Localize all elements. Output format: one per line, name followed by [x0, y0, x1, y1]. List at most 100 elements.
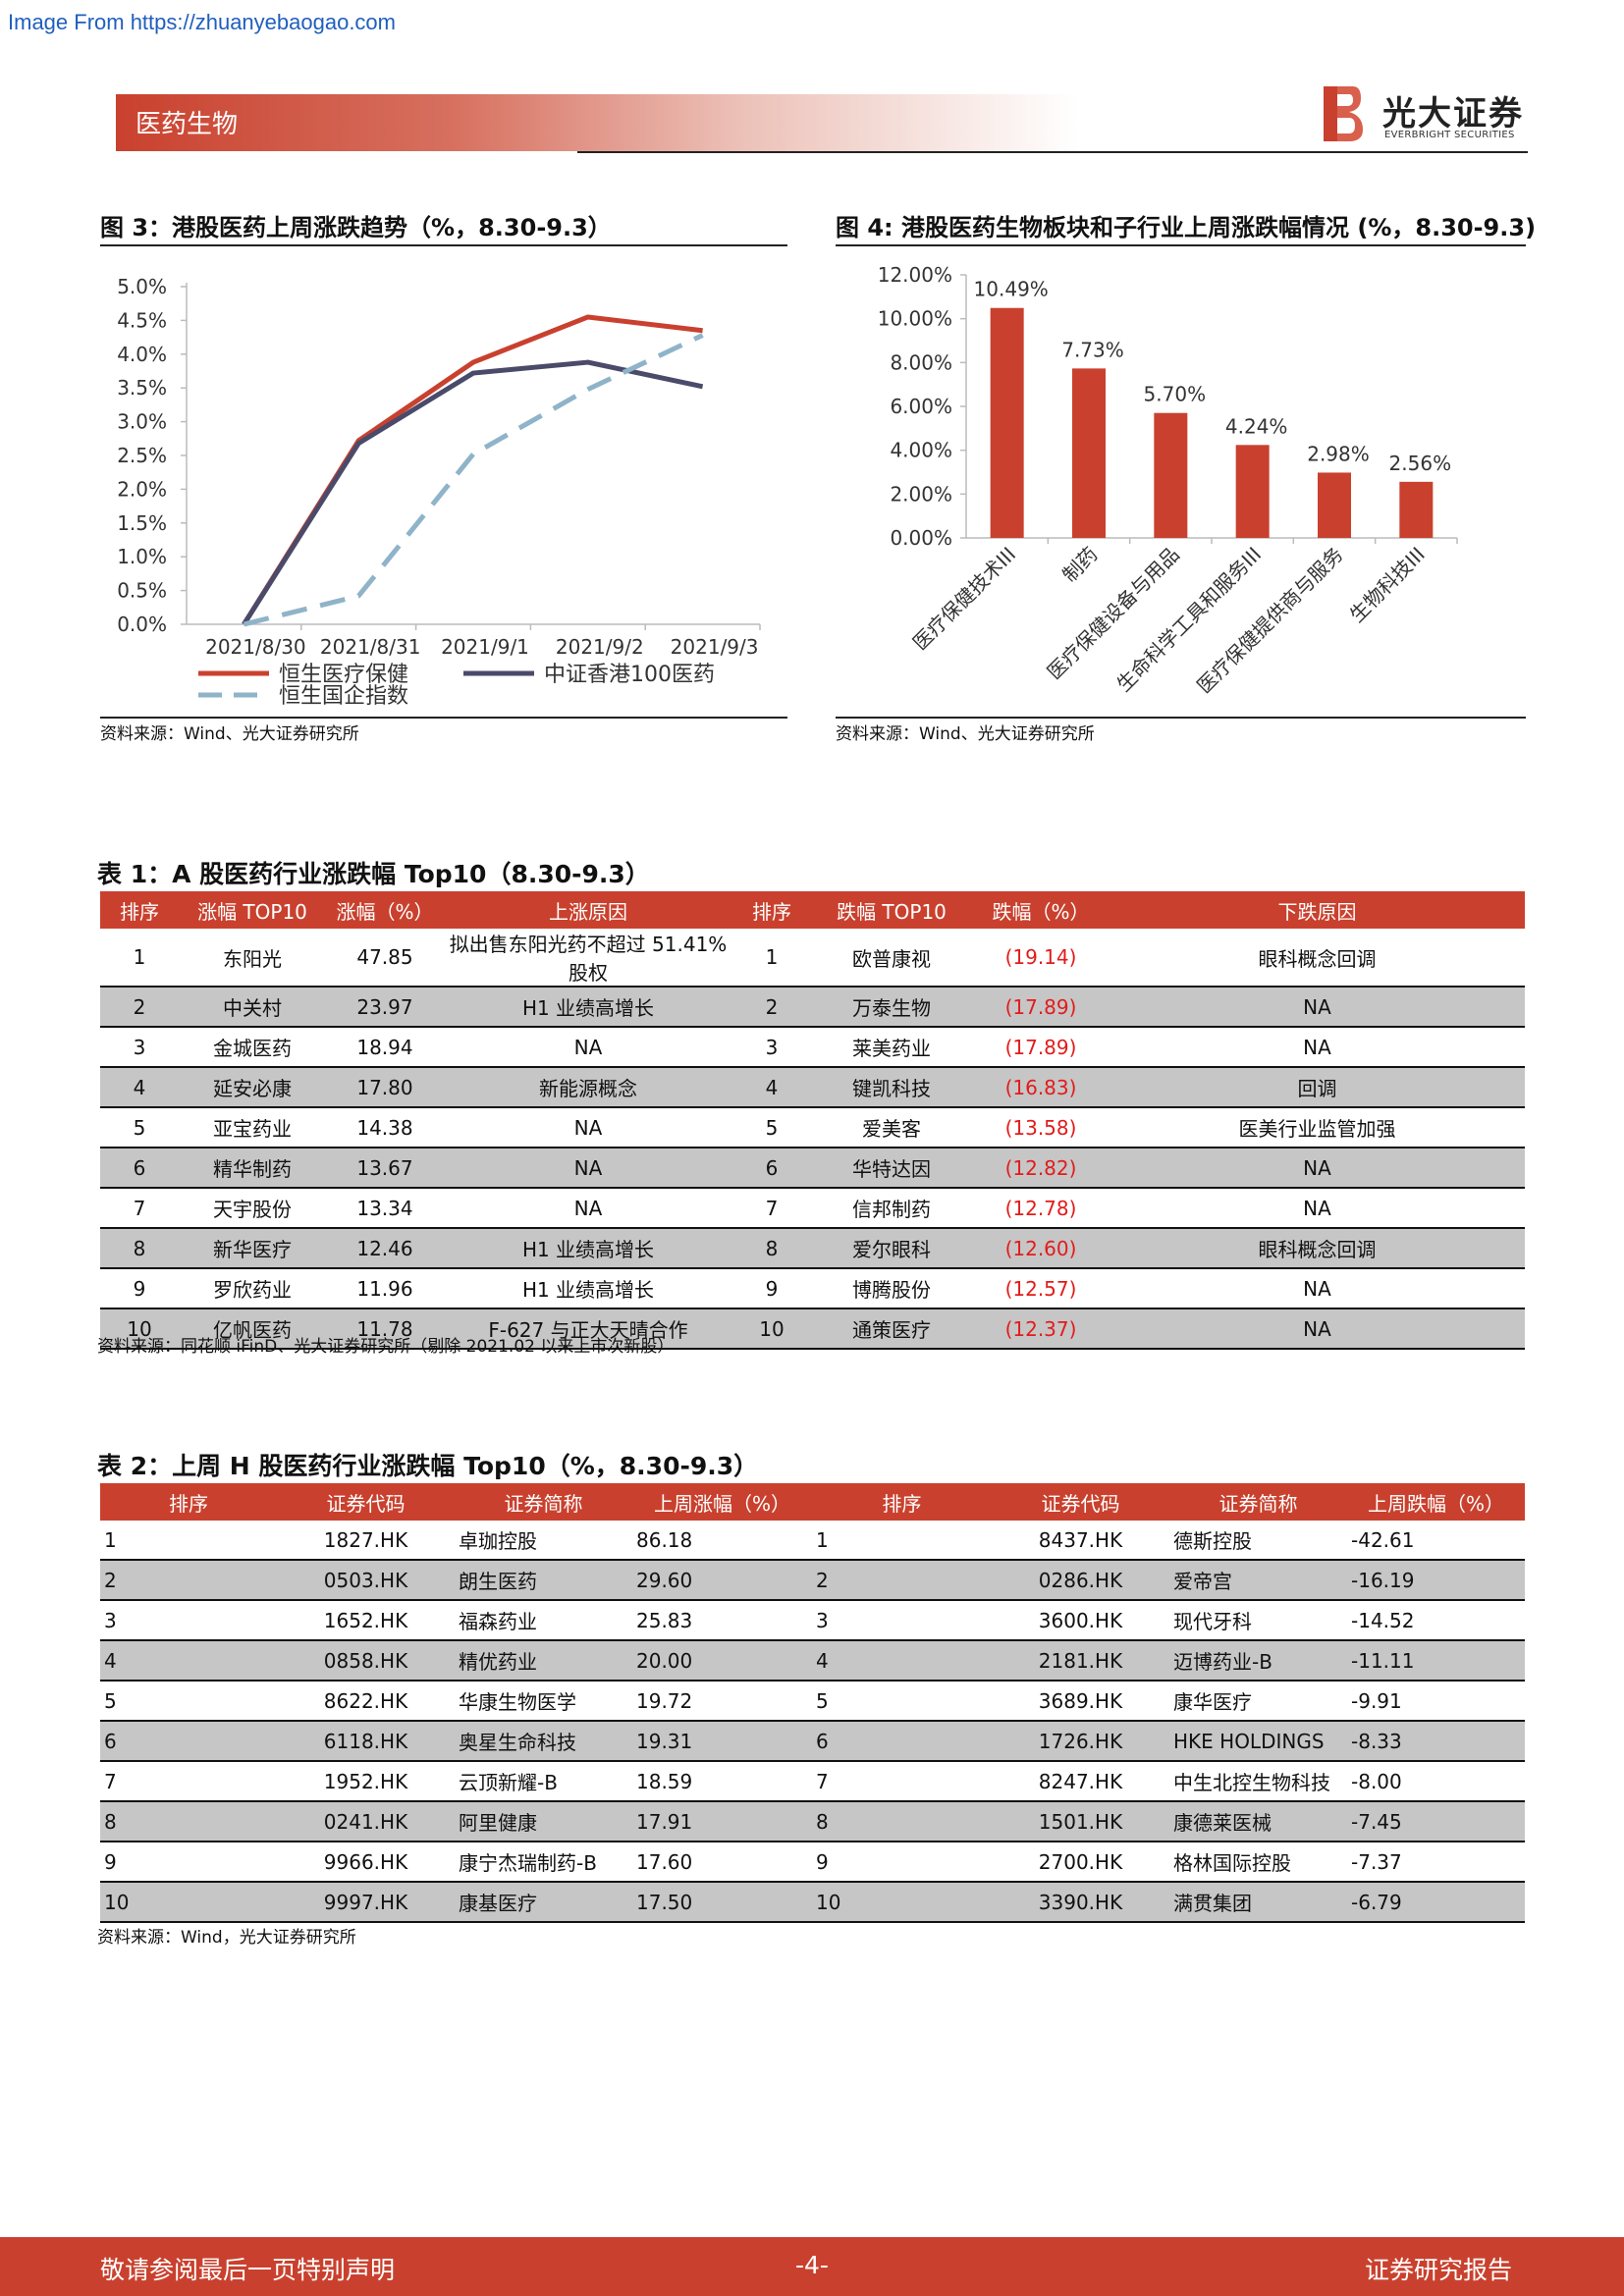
table2-cell: 1827.HK	[277, 1521, 455, 1561]
fig4-bottom-rule	[836, 717, 1526, 719]
table-row: 8 新华医疗 12.46 H1 业绩高增长 8 爱尔眼科 (12.60) 眼科概念回调	[100, 1228, 1525, 1269]
fig3-y-tick-label: 3.5%	[117, 376, 167, 400]
table1-cell: (12.60)	[972, 1228, 1110, 1269]
table2-cell: 8	[812, 1801, 992, 1842]
table2-cell: 2	[100, 1560, 277, 1601]
table2-cell: 29.60	[632, 1560, 812, 1601]
table2-cell: 17.60	[632, 1842, 812, 1883]
table-row: 2 中关村 23.97 H1 业绩高增长 2 万泰生物 (17.89) NA	[100, 987, 1525, 1028]
fig4-data-label-6: 2.56%	[1389, 452, 1452, 475]
fig3-y-tick-label: 5.0%	[117, 275, 167, 298]
table-row: 2 0503.HK 朗生医药 29.60 2 0286.HK 爱帝宫 -16.19	[100, 1560, 1525, 1601]
fig4-data-label-3: 5.70%	[1144, 383, 1207, 406]
fig4-category-label-1: 医疗保健技术III	[908, 543, 1020, 655]
table1-cell: (12.78)	[972, 1188, 1110, 1229]
fig4-top-rule	[836, 244, 1526, 246]
fig3-legend-label-3: 恒生国企指数	[279, 684, 408, 709]
table1-header-cell: 排序	[100, 891, 179, 929]
fig4-bar-4	[1235, 445, 1270, 538]
table1-cell: 3	[732, 1027, 811, 1068]
table1-cell: 爱美客	[811, 1107, 972, 1148]
fig4-category-label-5: 医疗保健提供商与服务	[1192, 543, 1347, 698]
table1-cell: (13.58)	[972, 1107, 1110, 1148]
table1-header-cell: 涨幅（%）	[326, 891, 444, 929]
fig4-y-tick-label: 8.00%	[890, 350, 952, 374]
fig3-y-tick-label: 2.5%	[117, 444, 167, 467]
footer-disclaimer: 敬请参阅最后一页特别声明	[100, 2256, 396, 2284]
table2-cell: 1652.HK	[277, 1600, 455, 1641]
fig4-y-tick-label: 10.00%	[878, 307, 952, 331]
fig4-y-tick-label: 12.00%	[878, 263, 952, 287]
table1-cell: 中关村	[179, 987, 326, 1028]
table1: 排序 涨幅 TOP10 涨幅（%） 上涨原因 排序 跌幅 TOP10 跌幅（%） 下跌原因 1…	[100, 891, 1525, 1350]
table-row: 7 1952.HK 云顶新耀-B 18.59 7 8247.HK 中生北控生物科技 -8.00	[100, 1761, 1525, 1802]
table2-cell: 精优药业	[455, 1640, 632, 1682]
table2-header-cell: 证券代码	[277, 1483, 455, 1521]
table1-cell: 8	[100, 1228, 179, 1269]
fig4-category-label-6: 生物科技III	[1345, 543, 1430, 627]
table2-cell: 0286.HK	[992, 1560, 1169, 1601]
table1-cell: 博腾股份	[811, 1268, 972, 1309]
table1-cell: 4	[100, 1067, 179, 1108]
table1-cell: 延安必康	[179, 1067, 326, 1108]
table2-cell: 3	[812, 1600, 992, 1641]
table2-cell: 康华医疗	[1169, 1681, 1347, 1722]
fig3-x-tick-label: 2021/9/3	[671, 635, 759, 659]
table1-cell: 17.80	[326, 1067, 444, 1108]
fig4-y-tick-label: 2.00%	[890, 482, 952, 506]
watermark-text: Image From https://zhuanyebaogao.com	[8, 10, 396, 34]
table1-cell: NA	[444, 1027, 732, 1068]
brand-name-en: EVERBRIGHT SECURITIES	[1384, 130, 1515, 140]
table1-cell: 欧普康视	[811, 929, 972, 988]
table2-cell: 格林国际控股	[1169, 1842, 1347, 1883]
table2-cell: 云顶新耀-B	[455, 1761, 632, 1802]
table-row: 8 0241.HK 阿里健康 17.91 8 1501.HK 康德莱医械 -7.45	[100, 1801, 1525, 1842]
table2-cell: 阿里健康	[455, 1801, 632, 1842]
table2-cell: 2	[812, 1560, 992, 1601]
table1-cell: 4	[732, 1067, 811, 1108]
fig3-x-tick-label: 2021/9/1	[441, 635, 529, 659]
header-rule	[577, 151, 1528, 153]
table2-cell: -8.00	[1347, 1761, 1525, 1802]
table1-cell: 11.78	[326, 1308, 444, 1350]
table2-cell: -16.19	[1347, 1560, 1525, 1601]
table-row: 1 东阳光 47.85 拟出售东阳光药不超过 51.41%股权 1 欧普康视 (19.14)…	[100, 929, 1525, 988]
table2-cell: 中生北控生物科技	[1169, 1761, 1347, 1802]
fig4-y-tick-label: 4.00%	[890, 439, 952, 462]
table2-cell: -9.91	[1347, 1681, 1525, 1722]
table1-cell: 13.34	[326, 1188, 444, 1229]
table2-cell: 康宁杰瑞制药-B	[455, 1842, 632, 1883]
table1-cell: 18.94	[326, 1027, 444, 1068]
table2-cell: 3390.HK	[992, 1882, 1169, 1923]
table2-cell: 奥星生命科技	[455, 1721, 632, 1762]
table1-cell: (17.89)	[972, 987, 1110, 1028]
table1-source: 资料来源：同花顺 iFinD、光大证券研究所（剔除 2021.02 以来上市次新…	[97, 1337, 675, 1357]
table1-cell: 8	[732, 1228, 811, 1269]
table2-cell: 8247.HK	[992, 1761, 1169, 1802]
table-row: 10 亿帆医药 11.78 F-627 与正大天晴合作 10 通策医疗 (12.37) NA	[100, 1308, 1525, 1350]
table2-cell: 9	[100, 1842, 277, 1883]
table-row: 3 1652.HK 福森药业 25.83 3 3600.HK 现代牙科 -14.52	[100, 1600, 1525, 1641]
table1-header-cell: 跌幅（%）	[972, 891, 1110, 929]
table2-cell: 17.50	[632, 1882, 812, 1923]
fig3-series-line-1	[242, 314, 703, 626]
table2-cell: 2700.HK	[992, 1842, 1169, 1883]
table1-cell: (12.57)	[972, 1268, 1110, 1309]
table2-cell: -6.79	[1347, 1882, 1525, 1923]
fig3-y-tick-label: 0.5%	[117, 579, 167, 603]
table1-cell: NA	[444, 1107, 732, 1148]
table1-cell: NA	[1110, 1308, 1525, 1350]
table1-cell: 华特达因	[811, 1148, 972, 1189]
table2-cell: 爱帝宫	[1169, 1560, 1347, 1601]
table2-cell: 康德莱医械	[1169, 1801, 1347, 1842]
table2-cell: 德斯控股	[1169, 1521, 1347, 1561]
table1-cell: 键凯科技	[811, 1067, 972, 1108]
brand-logo: 光大证券 EVERBRIGHT SECURITIES	[1320, 82, 1528, 147]
table2-cell: 8622.HK	[277, 1681, 455, 1722]
brand-logo-icon	[1324, 86, 1363, 141]
fig4-bar-2	[1072, 368, 1106, 538]
table1-cell: NA	[1110, 987, 1525, 1028]
table1-cell: 东阳光	[179, 929, 326, 988]
table1-cell: H1 业绩高增长	[444, 987, 732, 1028]
fig3-y-tick-label: 3.0%	[117, 410, 167, 434]
